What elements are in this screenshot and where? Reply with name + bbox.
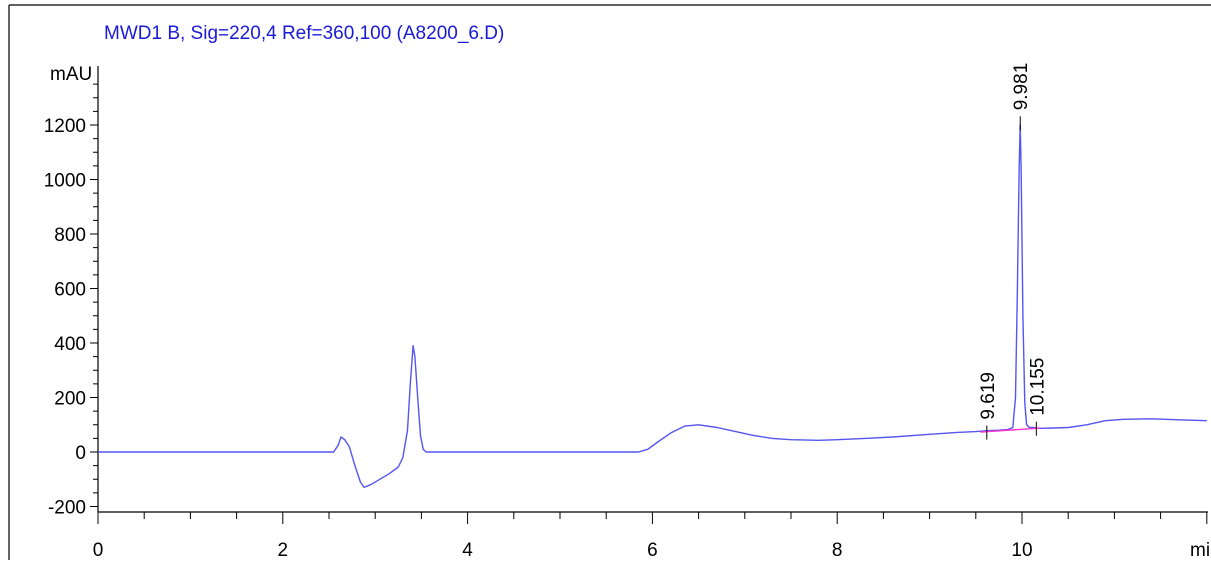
y-tick-label: 800 bbox=[54, 225, 86, 246]
y-tick-label: 200 bbox=[54, 389, 86, 410]
integration-baseline bbox=[980, 427, 1041, 433]
tick-layer: -200 0 200 400 600 800 1000 1200 0 2 4 6 8 10 bbox=[44, 66, 1208, 561]
peak-retention-label: 9.619 bbox=[978, 372, 999, 420]
chromatogram-trace bbox=[98, 124, 1207, 489]
x-axis-unit-label: min bbox=[1190, 540, 1211, 561]
x-tick-label: 4 bbox=[462, 540, 473, 561]
series-layer bbox=[98, 124, 1207, 489]
peak-retention-label: 9.981 bbox=[1011, 63, 1032, 111]
x-tick-label: 0 bbox=[93, 540, 104, 561]
chart-title: MWD1 B, Sig=220,4 Ref=360,100 (A8200_6.D… bbox=[104, 23, 504, 44]
x-tick-label: 6 bbox=[647, 540, 658, 561]
x-tick-label: 8 bbox=[832, 540, 843, 561]
x-tick-label: 10 bbox=[1011, 540, 1032, 561]
peak-label-layer: 9.619 9.981 10.155 bbox=[978, 63, 1048, 440]
y-tick-label: 1200 bbox=[44, 116, 86, 137]
y-tick-label: 0 bbox=[75, 443, 86, 464]
peak-retention-label: 10.155 bbox=[1027, 358, 1048, 416]
y-tick-label: 400 bbox=[54, 334, 86, 355]
y-axis-unit-label: mAU bbox=[50, 64, 92, 85]
y-tick-label: 1000 bbox=[44, 171, 86, 192]
y-tick-label: -200 bbox=[48, 498, 86, 519]
y-tick-label: 600 bbox=[54, 280, 86, 301]
x-tick-label: 2 bbox=[278, 540, 289, 561]
